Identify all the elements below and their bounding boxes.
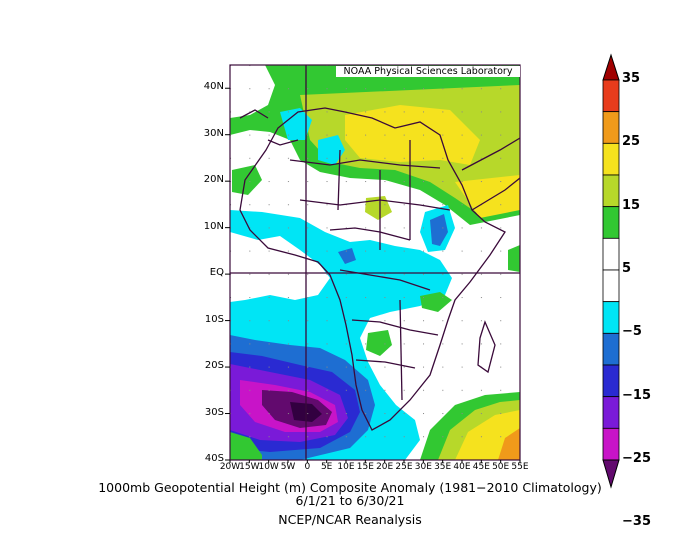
lon-label: 55E bbox=[511, 462, 529, 472]
colorbar-label: −25 bbox=[622, 451, 651, 466]
lon-label: 5W bbox=[280, 462, 296, 472]
colorbar-label: −35 bbox=[622, 514, 651, 530]
lon-ticks bbox=[229, 460, 521, 463]
colorbar-label: 35 bbox=[622, 71, 641, 86]
lat-label: 40S bbox=[204, 453, 224, 464]
lat-label: 20S bbox=[204, 360, 224, 372]
lon-label: 40E bbox=[453, 462, 471, 472]
lat-label: 20N bbox=[203, 174, 224, 186]
colorbar-arrow-top bbox=[602, 53, 620, 81]
lon-label: 30E bbox=[414, 462, 432, 472]
colorbar-segment bbox=[602, 206, 620, 239]
colorbar-segment bbox=[602, 79, 620, 113]
colorbar-segment bbox=[602, 396, 620, 429]
colorbar-arrow-bottom bbox=[602, 459, 620, 489]
map-frame bbox=[229, 64, 521, 461]
lon-label: 20E bbox=[376, 462, 394, 472]
lat-label: 30N bbox=[203, 127, 224, 139]
lat-label: EQ bbox=[209, 267, 224, 279]
lat-ticks bbox=[225, 87, 230, 461]
colorbar-segment bbox=[602, 269, 620, 303]
title-line-3: NCEP/NCAR Reanalysis bbox=[278, 512, 422, 527]
colorbar-label: 5 bbox=[622, 261, 632, 276]
colorbar-segment bbox=[602, 237, 620, 271]
lon-label: 15W bbox=[239, 462, 260, 472]
lat-label: 10S bbox=[204, 313, 224, 325]
colorbar-label: −5 bbox=[622, 324, 642, 340]
lon-label: 10W bbox=[258, 462, 279, 472]
lat-label: 10N bbox=[203, 220, 224, 232]
lat-label: 40N bbox=[203, 81, 224, 93]
lon-label: 5E bbox=[320, 462, 333, 472]
lon-label: 35E bbox=[434, 462, 452, 472]
colorbar-label: 25 bbox=[622, 134, 641, 150]
colorbar bbox=[602, 53, 620, 489]
colorbar-segment bbox=[602, 174, 620, 208]
colorbar-label: 15 bbox=[622, 197, 641, 213]
colorbar-segment bbox=[602, 364, 620, 398]
lon-label: 10E bbox=[337, 462, 355, 472]
lon-label: 25E bbox=[395, 462, 413, 472]
colorbar-segment bbox=[602, 332, 620, 366]
colorbar-segment bbox=[602, 111, 620, 144]
lon-label: 0 bbox=[304, 462, 311, 472]
colorbar-segment bbox=[602, 301, 620, 334]
anomaly-fill bbox=[230, 65, 520, 460]
colorbar-segment bbox=[602, 427, 620, 461]
lon-label: 50E bbox=[492, 462, 510, 472]
colorbar-label: −15 bbox=[622, 387, 651, 403]
lon-label: 15E bbox=[356, 462, 374, 472]
colorbar-segment bbox=[602, 142, 620, 176]
title-line-2: 6/1/21 to 6/30/21 bbox=[295, 493, 405, 508]
map-credit: NOAA Physical Sciences Laboratory bbox=[336, 66, 520, 77]
lon-label: 45E bbox=[472, 462, 490, 472]
lon-label: 20W bbox=[219, 462, 241, 472]
title-line-1: 1000mb Geopotential Height (m) Composite… bbox=[98, 480, 602, 495]
lat-label: 30S bbox=[204, 406, 224, 418]
